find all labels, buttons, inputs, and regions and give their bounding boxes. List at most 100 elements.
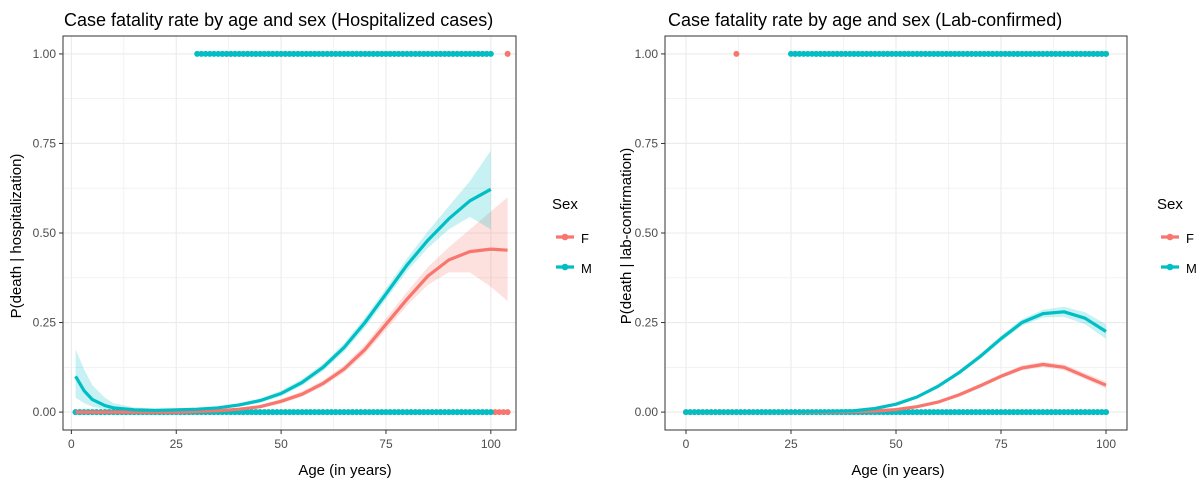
point-m-survived xyxy=(1002,409,1009,416)
legend-key-point-m xyxy=(561,263,569,271)
point-m-survived xyxy=(429,409,436,416)
point-m-survived xyxy=(977,409,983,416)
point-m-died xyxy=(412,50,419,57)
point-m-died xyxy=(1090,50,1097,57)
point-m-died xyxy=(1010,50,1017,57)
chart-title: Case fatality rate by age and sex (Hospi… xyxy=(64,10,493,30)
chart-panel-lab-confirmed: 0 25 50 75 100 0.00 0.25 0.50 0.75 1.00 Case fatal… xyxy=(602,0,1204,483)
point-m-survived xyxy=(901,409,908,416)
point-m-survived xyxy=(345,409,352,416)
point-m-survived xyxy=(956,409,962,416)
point-m-survived xyxy=(248,409,255,416)
x-tick-label: 0 xyxy=(68,437,75,451)
y-tick-label: 0.00 xyxy=(635,405,659,419)
point-m-died xyxy=(1031,50,1038,57)
point-m-died xyxy=(809,50,815,57)
point-m-survived xyxy=(311,409,318,416)
point-m-survived xyxy=(1069,409,1076,416)
point-m-died xyxy=(943,50,950,57)
point-m-died xyxy=(483,50,490,57)
point-m-died xyxy=(206,50,213,57)
fit-line-f xyxy=(75,247,508,414)
point-m-survived xyxy=(374,409,381,416)
y-axis-label: P(death | hospitalization) xyxy=(8,154,25,319)
point-m-died xyxy=(863,50,870,57)
point-m-survived xyxy=(273,409,280,416)
point-m-survived xyxy=(964,409,971,416)
point-m-died xyxy=(1027,50,1034,57)
x-tick-label: 75 xyxy=(994,437,1008,451)
point-m-died xyxy=(935,50,941,57)
y-tick-label: 0.50 xyxy=(33,226,57,240)
point-m-died xyxy=(211,50,217,57)
point-m-survived xyxy=(261,409,268,416)
chart-panel-hospitalized: 0 25 50 75 100 0.00 0.25 0.50 0.75 1.00 Case fatal… xyxy=(8,10,592,479)
point-m-survived xyxy=(475,409,482,416)
point-m-died xyxy=(968,50,975,57)
legend-label-m: M xyxy=(581,261,592,276)
point-m-died xyxy=(821,50,828,57)
point-m-survived xyxy=(450,409,457,416)
point-m-died xyxy=(408,50,415,57)
point-m-survived xyxy=(479,409,486,416)
y-axis-label: P(death | lab-confirmation) xyxy=(618,148,635,324)
point-m-died xyxy=(198,50,205,57)
point-m-died xyxy=(901,50,908,57)
point-m-died xyxy=(382,50,389,57)
point-m-died xyxy=(244,50,251,57)
point-m-died xyxy=(1014,50,1021,57)
point-m-died xyxy=(248,50,255,57)
y-tick-label: 0.25 xyxy=(635,316,659,330)
point-m-survived xyxy=(935,409,941,416)
point-m-died xyxy=(286,50,293,57)
point-m-survived xyxy=(336,409,343,416)
point-m-survived xyxy=(445,409,452,416)
y-tick-label: 1.00 xyxy=(33,47,57,61)
point-m-survived xyxy=(1065,409,1072,416)
point-m-died xyxy=(471,50,478,57)
x-tick-label: 50 xyxy=(274,437,288,451)
point-m-survived xyxy=(947,409,954,416)
point-m-died xyxy=(834,50,841,57)
point-m-died xyxy=(998,50,1004,57)
point-m-died xyxy=(1069,50,1076,57)
point-m-died xyxy=(1052,50,1059,57)
chart-lab-confirmed-svg: 0 25 50 75 100 0.00 0.25 0.50 0.75 1.00 Case fatal… xyxy=(618,10,1197,479)
point-m-survived xyxy=(922,409,929,416)
point-m-survived xyxy=(951,409,958,416)
point-m-died xyxy=(395,50,402,57)
point-m-survived xyxy=(412,409,419,416)
point-m-survived xyxy=(943,409,950,416)
point-m-died xyxy=(1006,50,1013,57)
point-m-died xyxy=(458,50,465,57)
plot-area: 0 25 50 75 100 0.00 0.25 0.50 0.75 1.00 xyxy=(635,35,1128,451)
point-m-survived xyxy=(324,409,331,416)
point-m-survived xyxy=(960,409,967,416)
point-m-died xyxy=(951,50,958,57)
point-m-survived xyxy=(454,409,461,416)
point-m-survived xyxy=(939,409,946,416)
point-m-survived xyxy=(1035,409,1042,416)
point-m-survived xyxy=(1094,409,1101,416)
point-m-died xyxy=(441,50,448,57)
point-m-died xyxy=(1077,50,1084,57)
point-m-died xyxy=(838,50,845,57)
point-m-died xyxy=(240,50,247,57)
x-tick-label: 25 xyxy=(784,437,798,451)
point-m-survived xyxy=(1048,409,1055,416)
point-m-died xyxy=(324,50,331,57)
point-m-survived xyxy=(403,409,410,416)
point-m-survived xyxy=(441,409,448,416)
point-m-died xyxy=(956,50,962,57)
point-m-died xyxy=(236,50,243,57)
point-m-died xyxy=(202,50,209,57)
y-tick-label: 0.25 xyxy=(33,316,57,330)
point-m-survived xyxy=(408,409,415,416)
point-m-died xyxy=(972,50,979,57)
x-axis-label: Age (in years) xyxy=(298,462,391,479)
point-m-died xyxy=(223,50,230,57)
point-m-survived xyxy=(483,409,490,416)
point-m-died xyxy=(788,50,794,57)
point-m-died xyxy=(985,50,992,57)
point-m-survived xyxy=(387,409,394,416)
